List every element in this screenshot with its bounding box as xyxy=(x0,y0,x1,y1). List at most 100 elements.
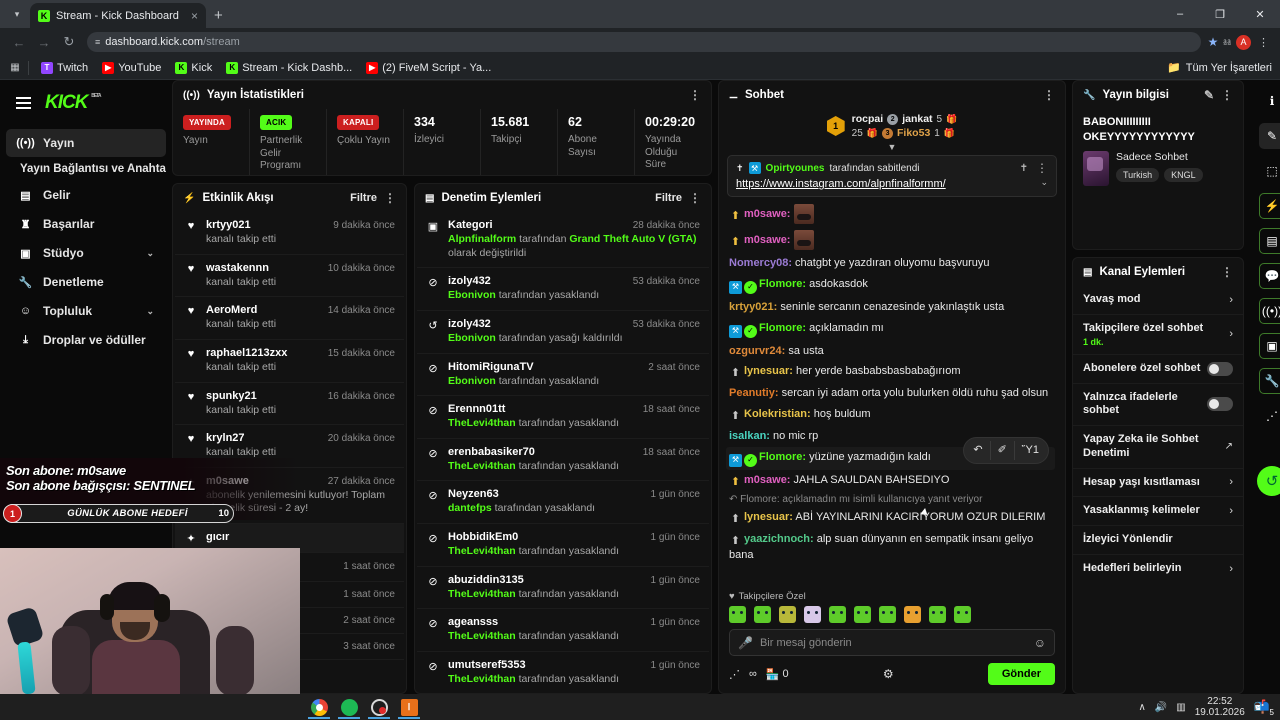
chevron-right-icon[interactable]: › xyxy=(1229,328,1233,341)
activity-user[interactable]: wastakennn xyxy=(206,261,269,274)
emote-button[interactable] xyxy=(729,606,746,623)
document-icon[interactable]: ▤ xyxy=(1259,228,1280,254)
bookmark-item[interactable]: K Stream - Kick Dashb... xyxy=(220,60,358,76)
sidebar-item-ba-ar-lar[interactable]: ♜ Başarılar xyxy=(6,210,166,238)
sidebar-item-stream-key[interactable]: Yayın Bağlantısı ve Anahtarı xyxy=(20,163,166,175)
channel-action-i-zleyici-y-nlendir[interactable]: İzleyici Yönlendir xyxy=(1073,525,1243,554)
activity-user[interactable]: spunky21 xyxy=(206,389,257,402)
sidebar-item-denetleme[interactable]: 🔧 Denetleme xyxy=(6,268,166,296)
browser-tab[interactable]: K Stream - Kick Dashboard × xyxy=(30,3,206,28)
moderation-target[interactable]: umutseref5353 xyxy=(448,659,526,672)
activity-row[interactable]: ♥ krtyy021 9 dakika önce kanalı takip etti xyxy=(175,212,404,255)
wrench-icon[interactable]: 🔧 xyxy=(1259,368,1280,394)
sidebar-item-st-dyo[interactable]: ▣ Stüdyo ⌄ xyxy=(6,239,166,267)
back-icon[interactable]: ← xyxy=(12,34,26,50)
emote-button[interactable] xyxy=(804,606,821,623)
moderation-target[interactable]: erenbabasiker70 xyxy=(448,445,535,458)
minimize-icon[interactable]: – xyxy=(1176,8,1184,20)
chevron-down-icon[interactable]: ⌄ xyxy=(146,247,154,258)
apps-grid-icon[interactable]: ▦ xyxy=(10,62,20,73)
info-icon[interactable]: ℹ xyxy=(1269,94,1275,108)
moderation-row[interactable]: ⊘ Erennn01tt 18 saat önce TheLevi4than tara… xyxy=(417,396,709,439)
emote-button[interactable] xyxy=(879,606,896,623)
emote-button[interactable] xyxy=(954,606,971,623)
chevron-right-icon[interactable]: › xyxy=(1229,562,1233,575)
emote-button[interactable] xyxy=(904,606,921,623)
moderation-row[interactable]: ⊘ HitomiRigunaTV 2 saat önce Ebonivon taraf… xyxy=(417,354,709,397)
chat-leaderboard[interactable]: 1 rocpai 2 jankat 5 🎁 25 🎁 3 xyxy=(719,109,1065,141)
notifications-icon[interactable]: 📬 5 xyxy=(1253,699,1274,717)
window-close-icon[interactable]: ✕ xyxy=(1255,8,1265,21)
channel-action-hesap-ya-k-s-tlamas-[interactable]: Hesap yaşı kısıtlaması › xyxy=(1073,467,1243,497)
chat-message[interactable]: Nomercy08: chatgbt ye yazdıran oluyomu b… xyxy=(729,253,1055,274)
emote-button[interactable] xyxy=(779,606,796,623)
bookmark-item[interactable]: ▶ YouTube xyxy=(96,60,167,76)
hamburger-menu-icon[interactable] xyxy=(16,97,31,109)
activity-user[interactable]: kryln27 xyxy=(206,432,245,445)
chat-icon[interactable]: 💬 xyxy=(1259,263,1280,289)
chat-message[interactable]: ⬆ lynesuar: her yerde basbabsbasbabağırıo… xyxy=(729,361,1055,383)
activity-row[interactable]: ♥ raphael1213zxx 15 dakika önce kanalı taki… xyxy=(175,340,404,383)
pin-icon[interactable]: ✐ xyxy=(991,440,1015,460)
edit-pencil-icon[interactable]: ✎ xyxy=(1203,88,1214,102)
sidebar-item-gelir[interactable]: ▤ Gelir xyxy=(6,181,166,209)
chat-username[interactable]: isalkan: xyxy=(729,430,770,443)
chat-username[interactable]: m0sawe: xyxy=(744,233,791,246)
channel-action-hedefleri-belirleyin[interactable]: Hedefleri belirleyin › xyxy=(1073,553,1243,583)
tab-list-chevron-icon[interactable]: ▾ xyxy=(14,8,20,19)
chat-message[interactable]: ⚒ ✓ Flomore: asdokasdok xyxy=(729,274,1055,297)
moderation-target[interactable]: Erennn01tt xyxy=(448,403,506,416)
chevron-right-icon[interactable]: › xyxy=(1229,293,1233,306)
chat-message[interactable]: ⬆ lynesuar: ABİ YAYINLARINI KACIRIYORUM O… xyxy=(729,507,1055,529)
lightning-icon[interactable]: ⚡ xyxy=(1259,193,1280,219)
bookmark-item[interactable]: K Kick xyxy=(169,60,218,76)
chat-username[interactable]: Kolekristian: xyxy=(744,408,811,421)
chat-username[interactable]: Flomore: xyxy=(759,321,807,334)
chat-message[interactable]: krtyy021: seninle sercanın cenazesinde y… xyxy=(729,297,1055,318)
all-bookmarks-button[interactable]: 📁 Tüm Yer İşaretleri xyxy=(1167,61,1272,75)
channel-action-yava-mod[interactable]: Yavaş mod › xyxy=(1073,286,1243,314)
chat-username[interactable]: Flomore: xyxy=(759,450,807,463)
delete-icon[interactable]: Ὕ1 xyxy=(1021,443,1039,456)
toggle-switch[interactable] xyxy=(1207,361,1233,376)
chat-message[interactable]: ⬆ m0sawe: xyxy=(729,201,1055,227)
moderation-row[interactable]: ⊘ HobbidikEm0 1 gün önce TheLevi4than taraf… xyxy=(417,524,709,567)
share-icon[interactable]: ⋰ xyxy=(1266,409,1278,423)
chevron-down-icon[interactable]: ⌄ xyxy=(1040,176,1048,187)
moderation-row[interactable]: ⊘ umutseref5353 1 gün önce TheLevi4than tar… xyxy=(417,652,709,693)
pinned-link[interactable]: https://www.instagram.com/alpnfinalformm… xyxy=(736,178,946,190)
infinity-icon[interactable]: ∞ xyxy=(749,668,757,680)
chat-username[interactable]: Nomercy08: xyxy=(729,257,792,269)
panel-menu-icon[interactable]: ⋮ xyxy=(384,191,396,205)
volume-icon[interactable]: 🔊 xyxy=(1154,701,1168,713)
taskbar-spotify-icon[interactable] xyxy=(334,695,364,719)
stream-tag[interactable]: Turkish xyxy=(1116,167,1160,182)
chat-message[interactable]: ⬆ m0sawe: xyxy=(729,227,1055,253)
emote-button[interactable] xyxy=(754,606,771,623)
chat-messages[interactable]: ⬆ m0sawe: ⬆ m0sawe: Nomercy08: chatgbt ye … xyxy=(719,197,1065,587)
emote-button[interactable] xyxy=(829,606,846,623)
moderation-row[interactable]: ⊘ abuziddin3135 1 gün önce TheLevi4than tar… xyxy=(417,567,709,610)
refresh-icon[interactable]: ↺ xyxy=(1257,466,1280,496)
panel-menu-icon[interactable]: ⋮ xyxy=(1043,88,1055,102)
panel-menu-icon[interactable]: ⋮ xyxy=(689,191,701,205)
avatar[interactable]: A xyxy=(1236,34,1251,50)
address-bar[interactable]: ≡ dashboard.kick.com/stream xyxy=(87,32,1201,52)
chat-username[interactable]: Peanutiy: xyxy=(729,387,779,400)
tray-chevron-icon[interactable]: ∧ xyxy=(1138,701,1146,713)
close-icon[interactable]: × xyxy=(190,8,198,23)
clock[interactable]: 22:52 19.01.2026 xyxy=(1195,696,1245,719)
collapse-leaderboard-button[interactable]: ▼ xyxy=(719,141,1065,155)
moderation-target[interactable]: izoly432 xyxy=(448,275,491,288)
pinned-message[interactable]: ✝ ⚒ Opirtyounes tarafından sabitlendi ✝ … xyxy=(727,155,1057,197)
chat-message[interactable]: ⬆ yaazichnoch: alp suan dünyanın en sempa… xyxy=(729,529,1055,566)
forward-icon[interactable]: → xyxy=(37,34,51,50)
chat-username[interactable]: Flomore: xyxy=(759,277,807,290)
moderation-target[interactable]: Kategori xyxy=(448,219,493,231)
emote-row[interactable] xyxy=(729,606,1055,623)
moderation-row[interactable]: ⊘ Neyzen63 1 gün önce dantefps tarafından y… xyxy=(417,481,709,525)
moderation-row[interactable]: ▣ Kategori 28 dakika önce Alpnfinalform tar… xyxy=(417,212,709,269)
browser-menu-icon[interactable]: ⋮ xyxy=(1258,36,1269,49)
activity-row[interactable]: ♥ wastakennn 10 dakika önce kanalı takip et… xyxy=(175,255,404,298)
smiley-icon[interactable]: ☺ xyxy=(1033,635,1046,650)
